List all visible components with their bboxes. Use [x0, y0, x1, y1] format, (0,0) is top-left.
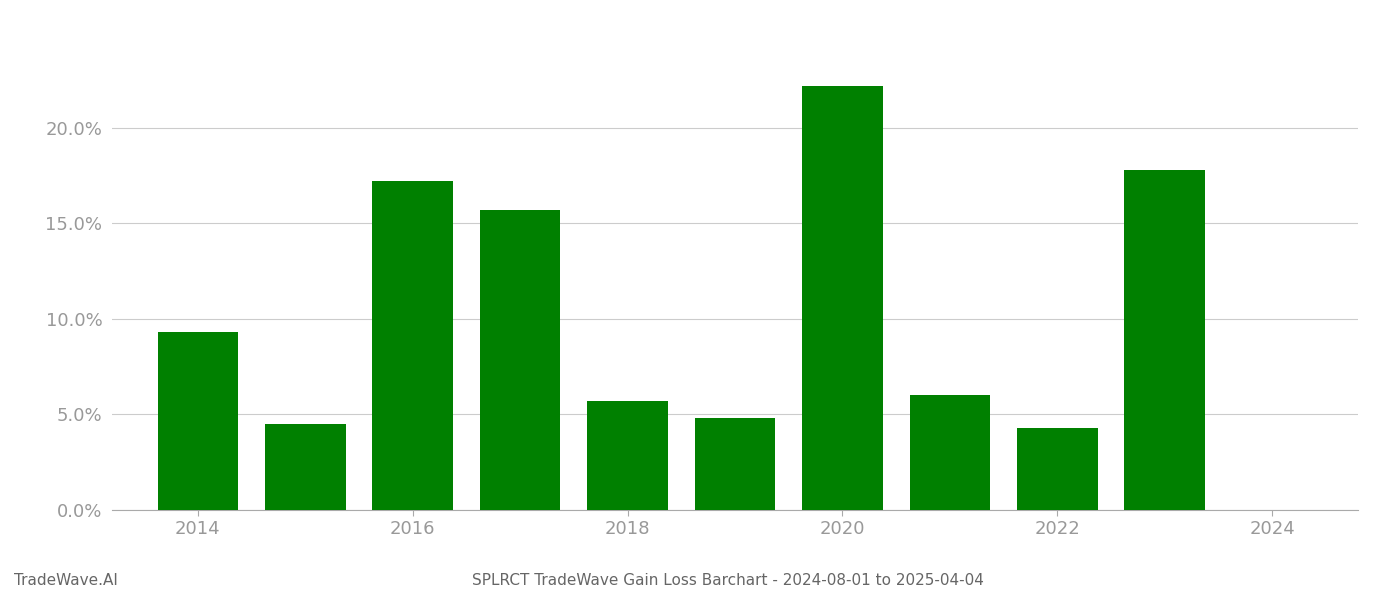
Bar: [802, 86, 882, 510]
Bar: [910, 395, 990, 510]
Bar: [1124, 170, 1205, 510]
Bar: [265, 424, 346, 510]
Bar: [372, 181, 454, 510]
Bar: [158, 332, 238, 510]
Bar: [1016, 428, 1098, 510]
Bar: [588, 401, 668, 510]
Bar: [480, 210, 560, 510]
Text: SPLRCT TradeWave Gain Loss Barchart - 2024-08-01 to 2025-04-04: SPLRCT TradeWave Gain Loss Barchart - 20…: [472, 573, 984, 588]
Bar: [694, 418, 776, 510]
Text: TradeWave.AI: TradeWave.AI: [14, 573, 118, 588]
